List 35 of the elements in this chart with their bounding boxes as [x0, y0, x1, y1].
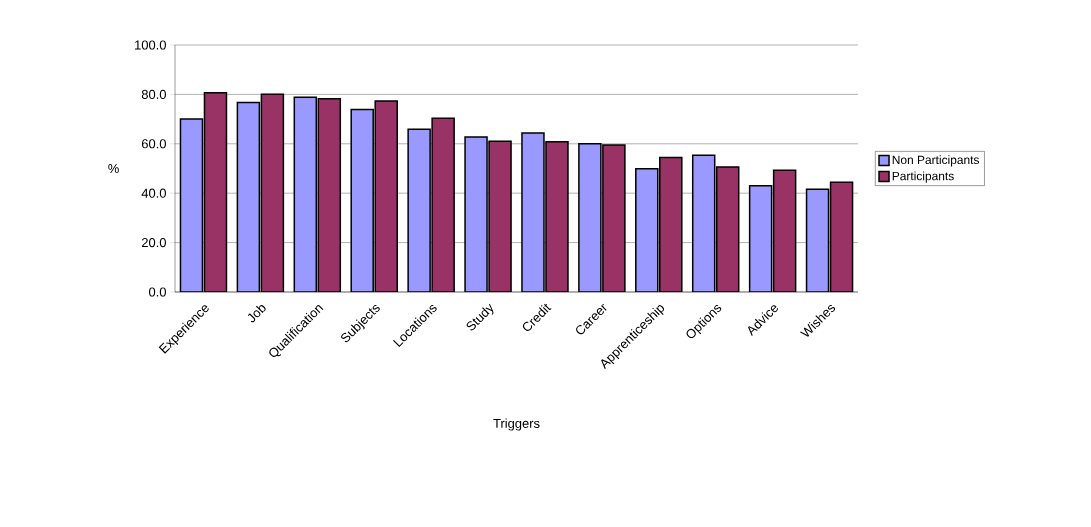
y-tick-label: 60.0 [141, 139, 166, 149]
bar [350, 108, 374, 292]
bar [659, 156, 683, 292]
x-axis-title: Triggers [493, 418, 540, 431]
y-tick-label: 100.0 [135, 40, 166, 50]
bar [236, 101, 261, 292]
bar [431, 117, 455, 292]
bar [772, 169, 797, 292]
bar [602, 144, 626, 292]
bar [691, 154, 716, 292]
legend-label: Non Participants [892, 155, 980, 167]
y-tick-label: 80.0 [141, 89, 166, 99]
bar [374, 100, 398, 292]
y-tick-label: 0.0 [148, 287, 166, 297]
bar [635, 167, 659, 292]
bar [488, 140, 512, 292]
bar [293, 96, 318, 292]
legend-label: Participants [892, 171, 954, 183]
y-tick-label: 20.0 [141, 238, 166, 248]
bar [521, 132, 545, 292]
y-axis-title: % [108, 163, 119, 174]
bar [545, 141, 569, 292]
y-tick-label: 40.0 [141, 188, 166, 198]
bar [464, 136, 488, 292]
bar [578, 143, 602, 292]
bar [805, 188, 830, 292]
bar [203, 91, 228, 292]
bar [748, 185, 773, 292]
bar [829, 181, 854, 292]
bar [260, 93, 285, 292]
bar [407, 128, 431, 292]
x-tick-label: Job [247, 305, 266, 323]
bar [715, 166, 740, 292]
bar [179, 118, 204, 292]
bar [317, 98, 342, 292]
